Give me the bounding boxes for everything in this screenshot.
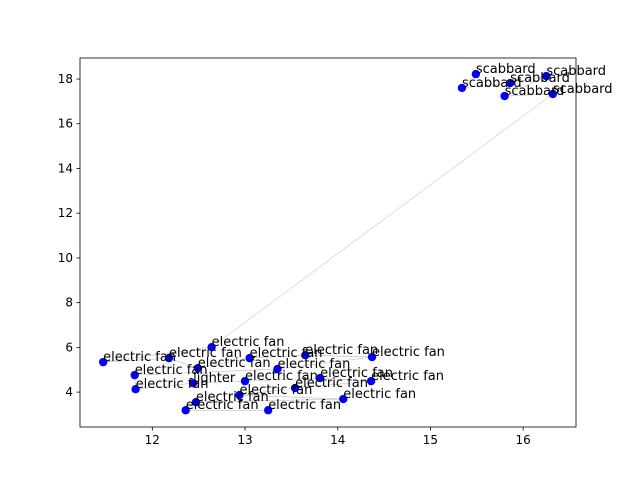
x-tick-label: 16	[516, 433, 531, 447]
point-label: electric fan	[196, 390, 269, 405]
point-label: scabbard	[553, 82, 613, 97]
point-label: electric fan	[245, 369, 318, 384]
point-label: electric fan	[212, 335, 285, 350]
point	[245, 353, 254, 363]
point-label: electric fan	[295, 376, 368, 391]
y-tick-label: 14	[58, 161, 73, 175]
point-label: electric fan	[169, 346, 242, 361]
y-tick-label: 6	[65, 340, 73, 354]
point	[548, 89, 558, 99]
point-label: electric fan	[135, 363, 208, 378]
point	[264, 406, 273, 415]
point-label: electric fan	[277, 357, 350, 372]
point-label: electric fan	[305, 343, 378, 358]
point-label: electric fan	[103, 350, 176, 365]
point	[188, 378, 198, 388]
point	[290, 383, 300, 393]
point-label: scabbard	[476, 62, 536, 77]
point	[98, 357, 108, 367]
point-label: scabbard	[505, 84, 565, 99]
point	[235, 390, 244, 400]
point	[191, 397, 201, 407]
y-tick-label: 18	[58, 72, 73, 86]
connector-line	[103, 73, 554, 411]
point	[181, 406, 190, 415]
point-label: electric fan	[343, 387, 416, 402]
point-label: lighter	[193, 371, 236, 386]
point	[366, 376, 376, 386]
point	[193, 363, 202, 373]
y-tick-label: 8	[65, 296, 73, 310]
point-label: scabbard	[462, 76, 522, 91]
x-tick-label: 14	[330, 433, 345, 447]
y-tick-label: 10	[58, 251, 73, 265]
point	[457, 83, 467, 93]
point	[542, 71, 551, 81]
point-label: electric fan	[372, 345, 445, 360]
point	[240, 376, 250, 386]
axes-frame	[79, 57, 577, 428]
point	[164, 353, 174, 363]
point	[500, 91, 509, 101]
point	[273, 364, 282, 374]
point	[471, 69, 481, 79]
point-label: scabbard	[510, 71, 570, 86]
point-label: electric fan	[198, 356, 271, 371]
point	[131, 385, 140, 394]
point-label: electric fan	[186, 398, 259, 413]
x-tick-label: 13	[237, 433, 252, 447]
point-label: electric fan	[136, 377, 209, 392]
point-label: electric fan	[239, 383, 312, 398]
y-tick-label: 12	[58, 206, 73, 220]
point	[339, 394, 348, 404]
point-label: electric fan	[320, 366, 393, 381]
point	[130, 370, 139, 380]
point	[505, 78, 515, 88]
x-tick-label: 12	[145, 433, 160, 447]
x-tick-label: 15	[423, 433, 438, 447]
point-label: electric fan	[371, 369, 444, 384]
y-tick-label: 16	[58, 117, 73, 131]
y-tick-label: 4	[65, 385, 73, 399]
point-label: electric fan	[268, 398, 341, 413]
point-label: electric fan	[250, 346, 323, 361]
point	[315, 373, 325, 383]
point	[301, 351, 310, 360]
point	[367, 352, 377, 362]
point	[207, 342, 216, 352]
